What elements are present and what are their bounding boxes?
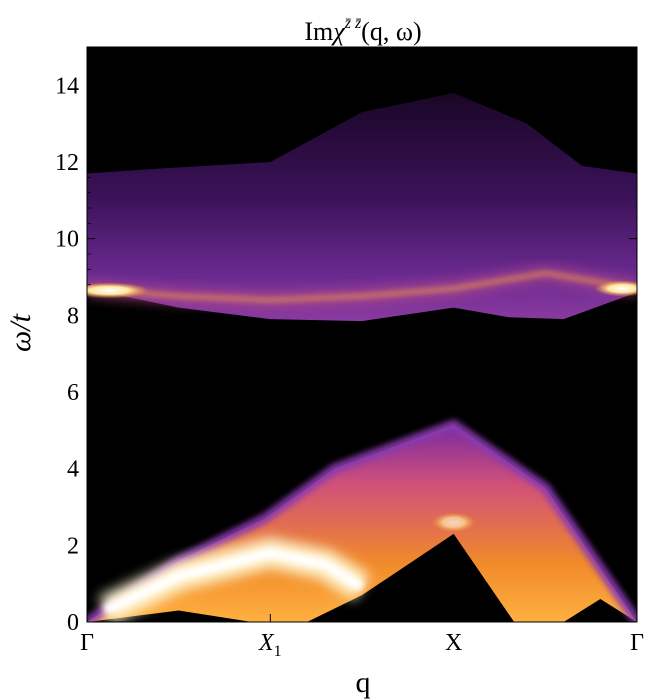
title-symbol: χ: [330, 17, 345, 46]
y-axis-label: ω/t: [4, 313, 37, 352]
chart-title: Imχz̄ z̄(q, ω): [304, 15, 421, 46]
y-tick-label: 2: [67, 533, 79, 559]
plot-area: [87, 47, 637, 622]
lower-hotspot-x: [431, 512, 476, 533]
upper-continuum-band: [87, 93, 637, 322]
upper-hotspot-left: [87, 282, 149, 299]
x-axis-label: q: [356, 666, 371, 699]
title-args: (q, ω): [361, 17, 421, 46]
y-tick-label: 4: [67, 457, 79, 483]
x-tick-label: Γ: [630, 630, 644, 656]
y-tick-label: 10: [55, 227, 79, 253]
lower-band-core-line: [103, 547, 365, 616]
plot-frame: [86, 46, 638, 623]
upper-hotspot-right: [594, 280, 637, 297]
x-tick-label: X1: [258, 630, 282, 660]
axes: 0 2 4 6 8 10 12 14 Γ X1 X Γ: [55, 46, 644, 660]
upper-band-bright-line: [87, 271, 637, 302]
x-tick-label: Γ: [80, 630, 94, 656]
y-tick-label: 0: [67, 610, 79, 636]
title-base: Im: [304, 17, 333, 46]
title-superscript: z̄ z̄: [344, 15, 362, 32]
y-tick-label: 6: [67, 380, 79, 406]
y-tick-label: 8: [67, 303, 79, 329]
y-tick-label: 12: [55, 150, 79, 176]
y-tick-label: 14: [55, 73, 79, 99]
x-tick-label: X: [445, 630, 462, 656]
